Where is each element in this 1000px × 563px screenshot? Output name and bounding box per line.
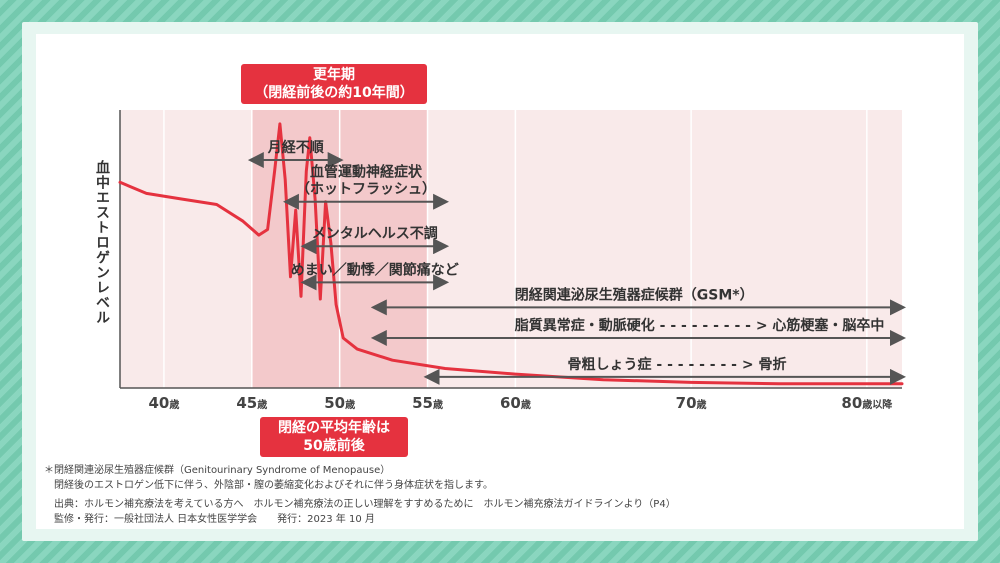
x-tick-unit: 歳 (433, 398, 443, 411)
x-tick-number: 45 (236, 394, 257, 412)
x-tick-label: 60歳 (500, 394, 531, 412)
x-tick-unit: 歳 (169, 398, 179, 411)
x-tick-number: 55 (412, 394, 433, 412)
symptom-label: 閉経関連泌尿生殖器症候群（GSM*） (515, 286, 754, 303)
x-tick-unit: 歳 (345, 398, 355, 411)
average-age-line1: 閉経の平均年齢は (278, 420, 390, 436)
menopause-period-tag: 更年期 （閉経前後の約10年間） (241, 64, 427, 104)
x-tick-unit: 歳 (257, 398, 267, 411)
x-tick-label: 50歳 (324, 394, 355, 412)
x-tick-number: 40 (148, 394, 169, 412)
x-tick-unit: 歳 (697, 398, 707, 411)
average-age-line2: 50歳前後 (303, 438, 365, 454)
average-age-tag: 閉経の平均年齢は 50歳前後 (260, 417, 408, 457)
x-tick-label: 40歳 (148, 394, 179, 412)
x-tick-number: 60 (500, 394, 521, 412)
menopause-period-title: 更年期 (313, 67, 355, 83)
footnote-line2: 閉経後のエストロゲン低下に伴う、外陰部・膣の萎縮変化およびそれに伴う身体症状を指… (54, 480, 493, 491)
x-tick-number: 50 (324, 394, 345, 412)
supervisor-credit: 監修・発行：一般社団法人 日本女性医学学会 発行：2023 年 10 月 (54, 514, 375, 525)
x-tick-unit: 歳 (521, 398, 531, 411)
x-tick-number: 80 (841, 394, 862, 412)
footnote-line1: ＊閉経関連泌尿生殖器症候群（Genitourinary Syndrome of … (44, 465, 391, 476)
x-tick-label: 80歳以降 (841, 394, 893, 412)
symptom-label: めまい／動悸／関節痛など (291, 261, 459, 278)
symptom-label: メンタルヘルス不調 (312, 225, 438, 242)
symptom-label: 月経不順 (267, 139, 325, 156)
symptom-label-sub: （ホットフラッシュ） (296, 182, 436, 198)
plot-background (120, 110, 902, 388)
x-tick-label: 70歳 (676, 394, 707, 412)
symptom-label: 脂質異常症・動脈硬化 - - - - - - - - - > 心筋梗塞・脳卒中 (514, 317, 885, 334)
x-tick-unit: 歳以降 (862, 398, 893, 411)
source-credit: 出典：ホルモン補充療法を考えている方へ ホルモン補充療法の正しい理解をすすめるた… (54, 499, 676, 510)
symptom-label: 骨粗しょう症 - - - - - - - - > 骨折 (568, 356, 787, 373)
x-tick-label: 45歳 (236, 394, 267, 412)
x-tick-number: 70 (676, 394, 697, 412)
x-tick-label: 55歳 (412, 394, 443, 412)
menopause-period-subtitle: （閉経前後の約10年間） (254, 85, 414, 101)
symptom-label: 血管運動神経症状 (310, 164, 423, 181)
y-axis-label: 血中エストロゲンレベル (94, 160, 110, 325)
